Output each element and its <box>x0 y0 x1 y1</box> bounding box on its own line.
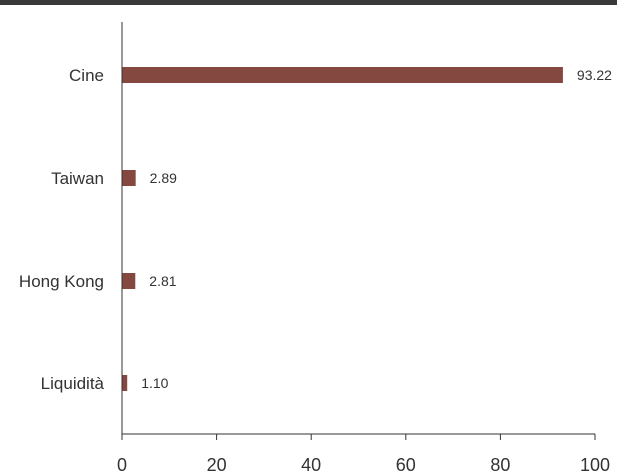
header-rule <box>0 0 617 5</box>
category-label-taiwan: Taiwan <box>51 169 104 188</box>
value-label-cine: 93.22 <box>577 67 612 83</box>
x-tick-label-20: 20 <box>207 455 227 475</box>
bar-taiwan <box>122 170 136 186</box>
axis-layer: 0 20 40 60 80 100 <box>117 22 610 475</box>
x-tick-label-40: 40 <box>301 455 321 475</box>
x-tick-label-0: 0 <box>117 455 127 475</box>
category-label-cine: Cine <box>69 66 104 85</box>
bar-liquidita <box>122 375 128 391</box>
x-tick-label-80: 80 <box>490 455 510 475</box>
x-tick-label-100: 100 <box>580 455 610 475</box>
x-tick-label-60: 60 <box>396 455 416 475</box>
category-label-hong-kong: Hong Kong <box>19 272 104 291</box>
value-label-taiwan: 2.89 <box>150 170 177 186</box>
value-label-liquidita: 1.10 <box>141 375 168 391</box>
labels-layer: Cine 93.22 Taiwan 2.89 Hong Kong 2.81 Liquidit… <box>19 66 612 393</box>
bar-cine <box>122 67 563 83</box>
value-label-hong-kong: 2.81 <box>149 273 176 289</box>
bar-hong-kong <box>122 273 136 289</box>
category-label-liquidita: Liquidità <box>41 374 105 393</box>
bars-layer <box>122 67 563 391</box>
